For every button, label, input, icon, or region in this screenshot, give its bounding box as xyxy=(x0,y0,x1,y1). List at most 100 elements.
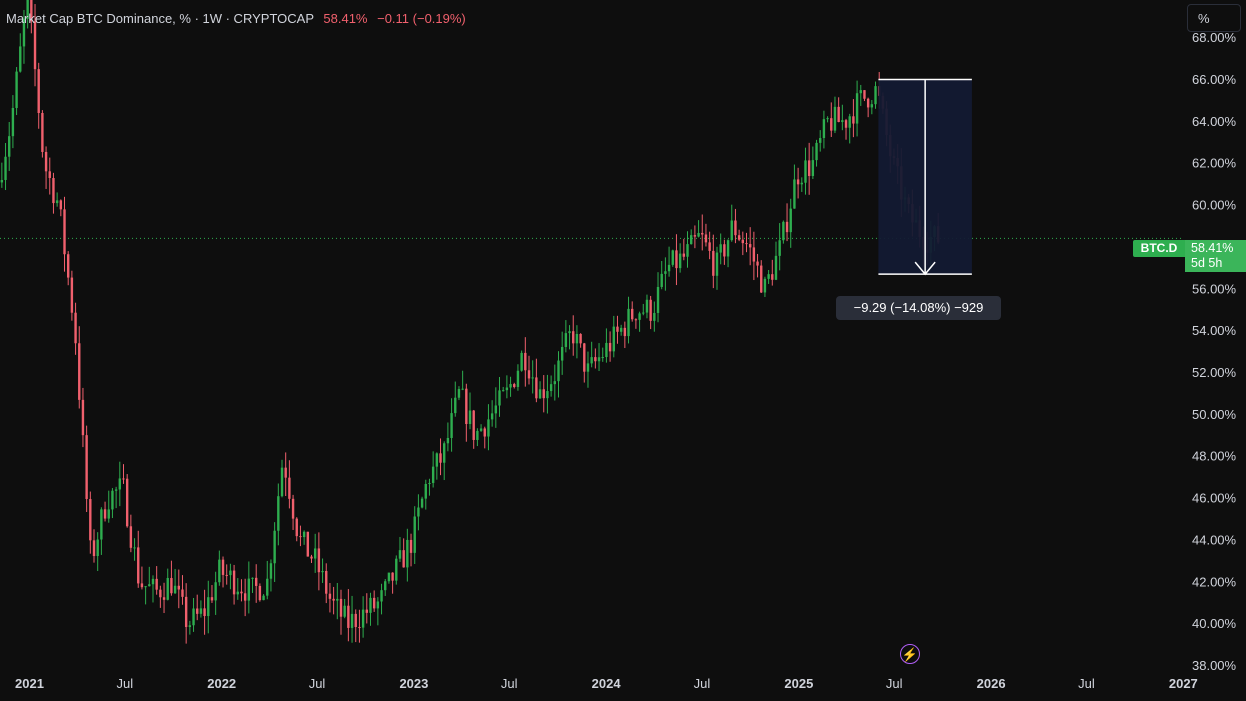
measure-arrow-head xyxy=(914,261,936,276)
candle-body xyxy=(4,156,7,180)
candle-body xyxy=(811,160,815,176)
candle-body xyxy=(564,333,568,347)
candle-body xyxy=(384,581,387,591)
candle-body xyxy=(513,384,516,387)
candle-body xyxy=(269,563,273,579)
candle-body xyxy=(689,235,693,245)
candle-body xyxy=(590,357,593,364)
candle-body xyxy=(572,331,575,344)
candle-body xyxy=(520,352,523,371)
candle-body xyxy=(712,250,715,276)
candle-body xyxy=(37,69,40,113)
x-tick-label: 2023 xyxy=(399,676,428,691)
candle-body xyxy=(266,578,269,596)
candle-body xyxy=(170,577,173,594)
candle-body xyxy=(114,489,118,491)
x-tick-label: Jul xyxy=(309,676,326,691)
candle-body xyxy=(74,312,77,344)
candle-body xyxy=(730,220,733,241)
candle-body xyxy=(542,389,545,399)
y-tick-label: 50.00% xyxy=(1192,407,1237,422)
percent-scale-button[interactable]: % xyxy=(1187,4,1241,32)
candle-body xyxy=(579,333,582,344)
y-tick-label: 48.00% xyxy=(1192,449,1237,464)
candle-body xyxy=(664,271,667,274)
candle-body xyxy=(487,419,490,437)
candle-body xyxy=(553,381,557,385)
candle-body xyxy=(638,313,641,320)
candle-body xyxy=(557,360,560,382)
x-tick-label: Jul xyxy=(501,676,518,691)
y-tick-label: 62.00% xyxy=(1192,156,1237,171)
candle-body xyxy=(188,625,192,628)
candle-body xyxy=(413,516,416,553)
candle-body xyxy=(549,384,553,392)
y-tick-label: 44.00% xyxy=(1192,532,1237,547)
candle-body xyxy=(162,597,166,600)
candle-body xyxy=(468,410,472,424)
candle-body xyxy=(406,539,409,568)
candle-body xyxy=(11,107,15,137)
candle-body xyxy=(693,235,697,237)
candle-body xyxy=(52,178,55,204)
candle-body xyxy=(55,200,59,204)
candle-body xyxy=(568,331,571,334)
candle-body xyxy=(70,277,74,313)
candle-body xyxy=(866,98,870,108)
candle-body xyxy=(295,518,298,537)
candle-body xyxy=(107,509,110,519)
candle-body xyxy=(129,526,133,548)
candle-body xyxy=(299,536,302,538)
candle-body xyxy=(815,142,818,161)
candle-body xyxy=(793,179,796,209)
y-tick-label: 54.00% xyxy=(1192,323,1237,338)
candle-body xyxy=(33,21,37,70)
candle-body xyxy=(752,247,756,262)
price-axis: 38.00% 40.00% 42.00% 44.00% 46.00% 48.00% 50.0… xyxy=(1192,30,1237,673)
candle-body xyxy=(30,0,33,22)
candle-body xyxy=(807,160,811,176)
candle-body xyxy=(192,608,195,626)
price-tag-countdown: 5d 5h xyxy=(1191,256,1223,270)
candle-body xyxy=(122,478,125,480)
price-change: −0.11 (−0.19%) xyxy=(377,11,466,26)
candle-body xyxy=(461,388,464,390)
candle-body xyxy=(409,539,413,553)
lightning-bolt-icon[interactable]: ⚡ xyxy=(900,644,920,664)
candle-body xyxy=(439,453,442,463)
candle-body xyxy=(210,597,214,601)
candle-body xyxy=(472,410,475,440)
candle-body xyxy=(586,363,590,372)
y-tick-label: 56.00% xyxy=(1192,281,1237,296)
candle-body xyxy=(527,370,531,379)
candle-body xyxy=(446,437,450,444)
candle-body xyxy=(560,346,564,361)
candle-body xyxy=(8,136,11,157)
candle-body xyxy=(760,265,763,293)
candle-body xyxy=(336,598,339,601)
candle-body xyxy=(144,586,147,588)
candle-body xyxy=(612,326,615,352)
candle-body xyxy=(516,370,520,387)
candle-body xyxy=(546,391,549,399)
candle-body xyxy=(85,435,88,500)
candle-body xyxy=(454,397,457,414)
candle-body xyxy=(575,333,579,344)
candle-body xyxy=(490,413,494,420)
candle-body xyxy=(837,106,840,123)
candle-body xyxy=(26,0,29,19)
candle-body xyxy=(594,357,597,362)
candle-body xyxy=(251,577,254,579)
candle-body xyxy=(745,243,748,245)
y-tick-label: 64.00% xyxy=(1192,114,1237,129)
candle-body xyxy=(583,343,586,372)
candle-body xyxy=(148,584,151,587)
candle-body xyxy=(321,570,324,573)
candle-body xyxy=(41,112,44,152)
x-tick-label: 2025 xyxy=(784,676,813,691)
candle-body xyxy=(675,250,678,269)
candle-body xyxy=(656,286,660,313)
candle-body xyxy=(203,608,206,617)
